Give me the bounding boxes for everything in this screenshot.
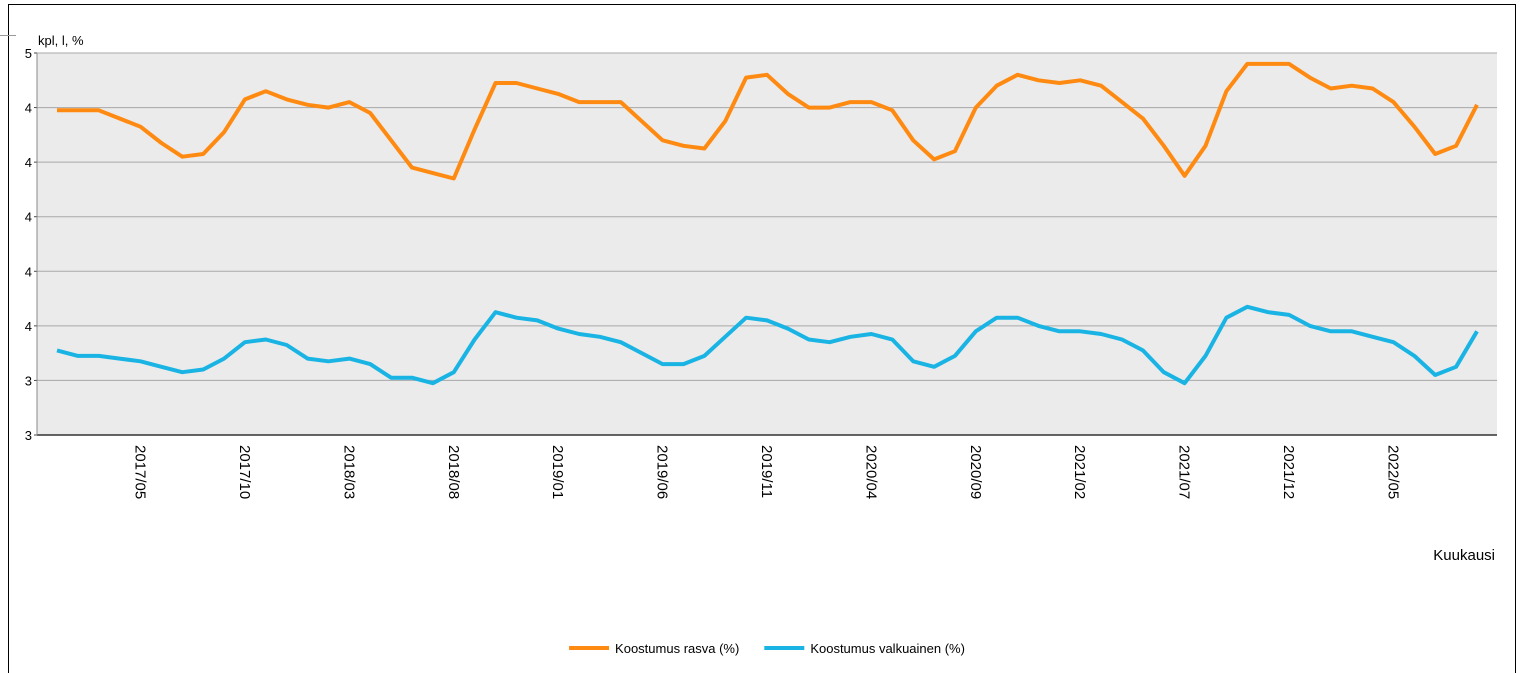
x-tick-label: 2019/01 [549,445,566,499]
x-tick-label: 2017/05 [132,445,149,499]
x-tick-label: 2018/08 [445,445,462,499]
series-line [56,304,1479,386]
y-axis-label: kpl, l, % [38,33,84,48]
x-tick-label: 2020/09 [967,445,984,499]
x-tick-label: 2018/03 [340,445,357,499]
y-tick-label: 4 [25,264,32,279]
series-line [57,61,1479,181]
x-tick-label: 2021/07 [1176,445,1193,499]
plot-area [37,53,1497,435]
x-tick-label: 2021/02 [1071,445,1088,499]
x-tick-label: 2017/10 [236,445,253,499]
x-tick-label: 2019/11 [758,445,775,498]
x-tick-label: 2022/05 [1384,445,1401,499]
y-tick-label: 5 [25,46,32,61]
y-tick-label: 4 [25,319,32,334]
x-tick-label: 2019/06 [654,445,671,499]
legend-label: Koostumus rasva (%) [615,641,739,656]
y-tick-label: 3 [25,428,32,443]
x-tick-label: 2021/12 [1280,445,1297,499]
y-tick-label: 4 [25,101,32,116]
y-tick-label: 4 [25,155,32,170]
x-axis-label: Kuukausi [1433,547,1495,564]
legend-label: Koostumus valkuainen (%) [810,641,965,656]
x-tick-label: 2020/04 [862,445,879,499]
y-tick-label: 4 [25,210,32,225]
y-tick-label: 3 [25,373,32,388]
